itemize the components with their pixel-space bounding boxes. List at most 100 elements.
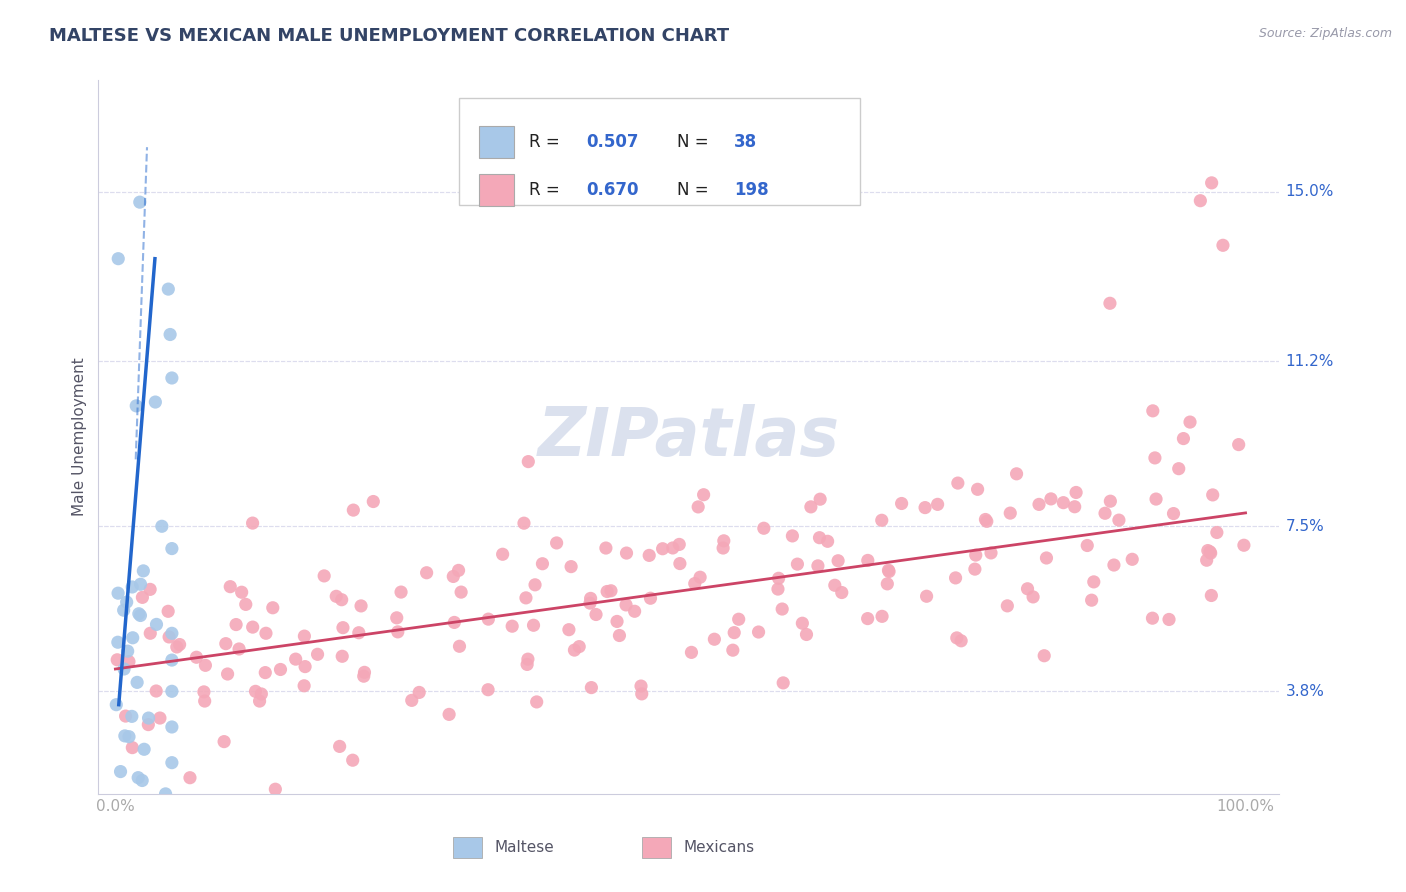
Point (127, 771, 149, 785)
Text: R =: R = (530, 133, 565, 151)
Point (770, 602, 793, 616)
Point (516, 657, 538, 672)
FancyBboxPatch shape (458, 98, 860, 205)
Point (401, 693, 423, 707)
Text: 7.5%: 7.5% (1285, 519, 1324, 533)
Text: 198: 198 (734, 180, 769, 199)
Point (546, 536, 568, 550)
Point (1199, 546, 1222, 560)
Point (110, 764, 132, 779)
Point (228, 642, 250, 657)
Text: R =: R = (530, 180, 565, 199)
Point (1212, 238, 1234, 252)
Point (1205, 525, 1227, 540)
Point (402, 822, 425, 836)
Point (149, 711, 172, 725)
Point (524, 578, 547, 592)
Point (157, 630, 180, 644)
Point (807, 558, 830, 573)
Point (966, 483, 988, 497)
Point (385, 611, 408, 625)
Point (1142, 404, 1164, 418)
Point (353, 665, 375, 680)
Point (1173, 432, 1195, 446)
Point (107, 635, 129, 649)
Point (946, 631, 969, 645)
Y-axis label: Male Unemployment: Male Unemployment (72, 358, 87, 516)
Point (105, 698, 128, 712)
Point (139, 582, 162, 597)
Point (166, 640, 188, 654)
Point (748, 625, 770, 640)
Point (976, 514, 998, 528)
Point (585, 607, 607, 622)
Point (683, 576, 706, 591)
Point (703, 632, 725, 647)
Point (980, 546, 1002, 560)
Point (808, 492, 831, 507)
Point (568, 640, 591, 654)
Point (669, 557, 692, 571)
Point (965, 548, 987, 562)
Bar (478, 126, 515, 158)
Point (1080, 593, 1102, 607)
Point (245, 684, 267, 698)
Point (330, 649, 353, 664)
Text: 38: 38 (734, 133, 756, 151)
Point (169, 638, 191, 652)
Point (217, 667, 239, 681)
Point (262, 600, 284, 615)
Point (114, 729, 136, 743)
Text: ZIPatlas: ZIPatlas (538, 404, 839, 470)
Point (877, 563, 900, 577)
Point (668, 537, 690, 551)
Point (600, 583, 623, 598)
Point (242, 620, 264, 634)
Point (1098, 296, 1121, 310)
Point (129, 608, 152, 623)
Point (856, 611, 879, 625)
Point (157, 604, 180, 618)
Point (491, 547, 513, 561)
Point (160, 626, 183, 640)
Point (160, 371, 183, 385)
Point (786, 557, 808, 571)
Point (249, 694, 271, 708)
Point (150, 519, 173, 533)
Point (661, 541, 683, 555)
Point (877, 565, 900, 579)
Point (160, 720, 183, 734)
Point (623, 604, 645, 618)
Point (1052, 496, 1074, 510)
Point (727, 612, 749, 626)
Bar (641, 837, 671, 858)
Point (1201, 176, 1223, 190)
Point (595, 541, 617, 555)
Point (254, 665, 277, 680)
Point (1167, 461, 1189, 475)
Point (1039, 491, 1062, 506)
Point (630, 687, 652, 701)
Point (117, 644, 139, 658)
Text: MALTESE VS MEXICAN MALE UNEMPLOYMENT CORRELATION CHART: MALTESE VS MEXICAN MALE UNEMPLOYMENT COR… (49, 27, 730, 45)
Text: 11.2%: 11.2% (1285, 354, 1334, 368)
Text: 0.507: 0.507 (586, 133, 638, 151)
Point (1102, 558, 1125, 572)
Point (138, 711, 160, 725)
Point (1157, 612, 1180, 626)
Point (689, 570, 711, 584)
Point (531, 557, 554, 571)
Point (1005, 467, 1028, 481)
Point (160, 653, 183, 667)
Text: Source: ZipAtlas.com: Source: ZipAtlas.com (1258, 27, 1392, 40)
Point (1163, 507, 1185, 521)
Point (1076, 539, 1098, 553)
Point (1099, 494, 1122, 508)
Point (1142, 611, 1164, 625)
Point (330, 592, 353, 607)
Text: 3.8%: 3.8% (1285, 684, 1324, 698)
Point (927, 497, 949, 511)
Point (128, 195, 150, 210)
Point (752, 521, 775, 535)
Point (876, 577, 898, 591)
